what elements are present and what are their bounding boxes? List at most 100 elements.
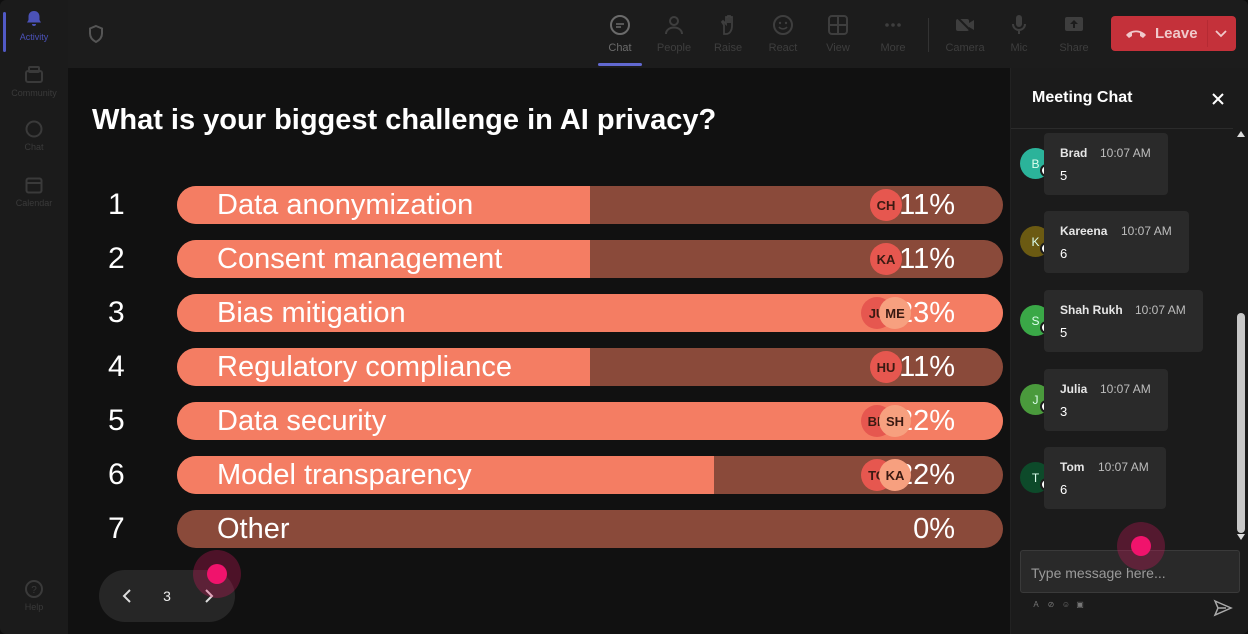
toolbar-share-button[interactable]: Share (1048, 12, 1100, 60)
option-number: 7 (108, 512, 125, 545)
result-bar: 11% CH (177, 186, 1003, 224)
toolbar-react-button[interactable]: React (757, 12, 809, 60)
rail-item-help[interactable]: ? Help (0, 578, 68, 628)
chevron-left-icon[interactable] (115, 584, 139, 608)
cursor-indicator (193, 550, 241, 598)
chat-message-list[interactable]: B Brad 10:07 AM 5 K Kareena 10:07 AM 6 S Shah Ruk… (1011, 128, 1233, 544)
poll-option: 6 22% TO KA Model transparency (68, 456, 1010, 494)
voter-avatar: SH (879, 405, 911, 437)
chevron-down-icon[interactable] (1214, 26, 1228, 40)
toolbar-label: People (656, 42, 692, 54)
gif-icon[interactable]: ▣ (1076, 600, 1084, 609)
toolbar-separator (928, 18, 929, 52)
poll-option: 5 22% BR SH Data security (68, 402, 1010, 440)
send-icon[interactable] (1213, 598, 1233, 618)
rail-item-chat[interactable]: Chat (0, 118, 68, 168)
message-input[interactable] (1029, 551, 1233, 594)
chat-message[interactable]: Brad 10:07 AM 5 (1044, 133, 1168, 195)
message-author: Kareena (1060, 224, 1108, 238)
option-percent: 11% (899, 243, 955, 275)
toolbar-label: Camera (945, 42, 985, 54)
toolbar-label: Chat (608, 42, 632, 54)
chat-message[interactable]: Tom 10:07 AM 6 (1044, 447, 1166, 509)
chat-message[interactable]: Shah Rukh 10:07 AM 5 (1044, 290, 1203, 352)
poll-results: What is your biggest challenge in AI pri… (68, 68, 1010, 634)
option-number: 4 (108, 350, 125, 383)
message-text: 6 (1060, 482, 1068, 497)
attach-icon[interactable]: ⊘ (1047, 600, 1055, 609)
format-icon[interactable]: A (1033, 600, 1039, 609)
poll-option: 4 11% HU Regulatory compliance (68, 348, 1010, 386)
voter-avatar: ME (879, 297, 911, 329)
chat-message[interactable]: Julia 10:07 AM 3 (1044, 369, 1168, 431)
result-bar: 23% JU ME (177, 294, 1003, 332)
scroll-down-arrow[interactable] (1237, 534, 1245, 540)
option-percent: 0% (913, 513, 955, 545)
message-time: 10:07 AM (1121, 224, 1172, 238)
help-icon: ? (23, 578, 45, 600)
more-icon (880, 12, 906, 38)
toolbar-view-button[interactable]: View (812, 12, 864, 60)
toolbar-camera-button[interactable]: Camera (939, 12, 991, 60)
rail-item-activity[interactable]: Activity (0, 8, 68, 58)
poll-question: What is your biggest challenge in AI pri… (92, 104, 717, 136)
message-time: 10:07 AM (1098, 460, 1149, 474)
leave-button[interactable]: Leave (1111, 16, 1236, 51)
page-number: 3 (163, 588, 171, 604)
result-bar-fill (177, 456, 714, 494)
message-text: 3 (1060, 404, 1068, 419)
toolbar-raise-button[interactable]: Raise (702, 12, 754, 60)
poll-option: 3 23% JU ME Bias mitigation (68, 294, 1010, 332)
toolbar-label: More (880, 42, 906, 54)
rail-item-calendar[interactable]: Calendar (0, 174, 68, 224)
voter-avatar: KA (879, 459, 911, 491)
message-author: Brad (1060, 146, 1088, 160)
voter-avatar: HU (870, 351, 902, 383)
rail-label: Calendar (15, 198, 53, 208)
scroll-thumb[interactable] (1237, 313, 1245, 533)
result-bar: 11% HU (177, 348, 1003, 386)
meeting-chat-panel: Meeting Chat B Brad 10:07 AM 5 K Kareena 10:07… (1010, 68, 1248, 634)
message-text: 6 (1060, 246, 1068, 261)
message-author: Shah Rukh (1060, 303, 1123, 317)
avatar-initial: S (1031, 313, 1040, 328)
chat-message[interactable]: Kareena 10:07 AM 6 (1044, 211, 1189, 273)
message-time: 10:07 AM (1135, 303, 1186, 317)
leave-label: Leave (1155, 25, 1198, 42)
result-bar-fill (177, 240, 590, 278)
close-icon[interactable] (1209, 90, 1227, 108)
meeting-toolbar: Chat People Raise React View More Camera (68, 0, 1248, 68)
result-bar: 11% KA (177, 240, 1003, 278)
poll-option: 7 0% Other (68, 510, 1010, 548)
message-author: Julia (1060, 382, 1088, 396)
avatar-initial: B (1031, 156, 1040, 171)
option-label: Regulatory compliance (217, 351, 512, 383)
smiley-icon (770, 12, 796, 38)
bell-icon (23, 8, 45, 30)
option-number: 5 (108, 404, 125, 437)
mic-icon (1006, 12, 1032, 38)
emoji-icon[interactable]: ☺ (1061, 600, 1071, 609)
toolbar-more-button[interactable]: More (867, 12, 919, 60)
toolbar-mic-button[interactable]: Mic (993, 12, 1045, 60)
svg-text:?: ? (31, 585, 37, 596)
scroll-up-arrow[interactable] (1237, 131, 1245, 137)
toolbar-label: React (768, 42, 798, 54)
rail-label: Community (11, 88, 57, 98)
toolbar-label: View (826, 42, 850, 54)
option-number: 6 (108, 458, 125, 491)
voter-avatar: CH (870, 189, 902, 221)
toolbar-people-button[interactable]: People (648, 12, 700, 60)
rail-label: Activity (19, 32, 49, 42)
rail-label: Help (24, 602, 44, 612)
avatar-initial: T (1031, 470, 1040, 485)
avatar-initial: J (1032, 392, 1039, 407)
toolbar-chat-button[interactable]: Chat (594, 12, 646, 66)
option-number: 3 (108, 296, 125, 329)
chat-composer[interactable] (1020, 550, 1240, 594)
rail-item-community[interactable]: Community (0, 64, 68, 114)
option-label: Data security (217, 405, 387, 437)
chevron-right-icon[interactable] (197, 584, 221, 608)
chat-scrollbar[interactable] (1235, 128, 1247, 543)
people-icon (661, 12, 687, 38)
